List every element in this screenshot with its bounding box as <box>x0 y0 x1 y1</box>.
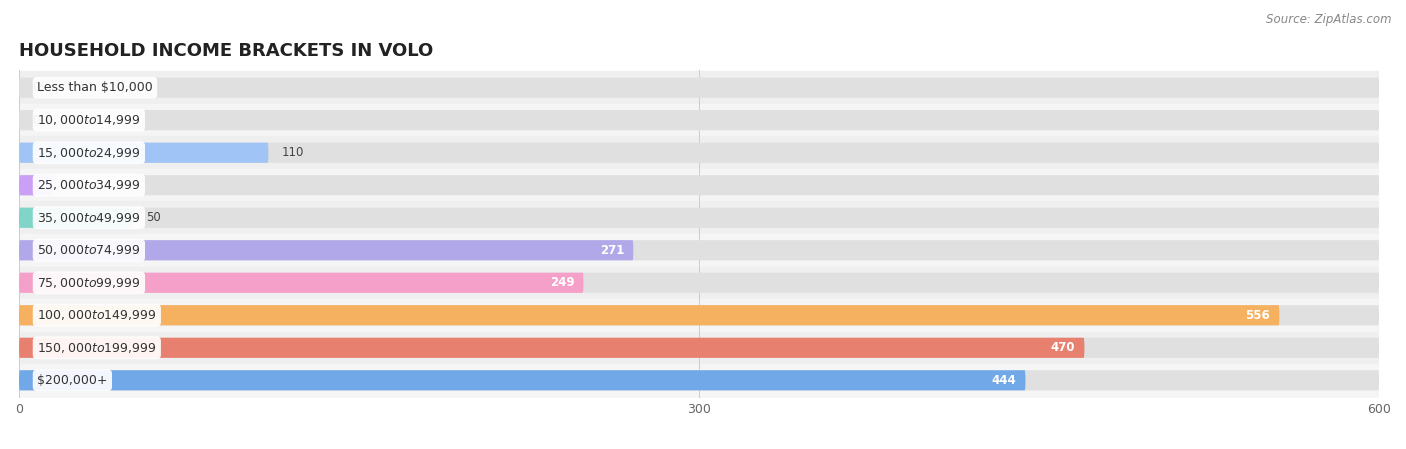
Text: 444: 444 <box>991 374 1017 387</box>
FancyBboxPatch shape <box>20 338 1084 358</box>
FancyBboxPatch shape <box>20 78 1379 98</box>
FancyBboxPatch shape <box>20 110 1379 130</box>
Text: 0: 0 <box>32 114 39 127</box>
Text: 15: 15 <box>66 179 82 192</box>
Text: 271: 271 <box>600 244 624 257</box>
Bar <box>20 267 1379 299</box>
Text: $100,000 to $149,999: $100,000 to $149,999 <box>37 308 156 322</box>
Text: $25,000 to $34,999: $25,000 to $34,999 <box>37 178 141 192</box>
Text: HOUSEHOLD INCOME BRACKETS IN VOLO: HOUSEHOLD INCOME BRACKETS IN VOLO <box>20 42 433 60</box>
FancyBboxPatch shape <box>20 338 1379 358</box>
FancyBboxPatch shape <box>20 175 1379 195</box>
FancyBboxPatch shape <box>20 208 132 228</box>
FancyBboxPatch shape <box>20 143 269 163</box>
Bar <box>20 331 1379 364</box>
Text: 50: 50 <box>146 211 160 224</box>
FancyBboxPatch shape <box>20 240 633 260</box>
FancyBboxPatch shape <box>20 175 53 195</box>
FancyBboxPatch shape <box>20 305 1379 326</box>
Text: Less than $10,000: Less than $10,000 <box>37 81 153 94</box>
Text: 556: 556 <box>1246 309 1270 322</box>
Text: 110: 110 <box>283 146 304 159</box>
Text: 470: 470 <box>1050 341 1076 354</box>
Text: $15,000 to $24,999: $15,000 to $24,999 <box>37 146 141 160</box>
FancyBboxPatch shape <box>20 305 1279 326</box>
FancyBboxPatch shape <box>20 273 1379 293</box>
FancyBboxPatch shape <box>20 370 1025 390</box>
Text: 249: 249 <box>550 276 575 289</box>
Bar <box>20 364 1379 396</box>
FancyBboxPatch shape <box>20 370 1379 390</box>
Text: $50,000 to $74,999: $50,000 to $74,999 <box>37 243 141 257</box>
Bar <box>20 136 1379 169</box>
Text: 0: 0 <box>32 81 39 94</box>
Bar <box>20 299 1379 331</box>
Bar <box>20 234 1379 267</box>
Text: $150,000 to $199,999: $150,000 to $199,999 <box>37 341 156 355</box>
FancyBboxPatch shape <box>20 143 1379 163</box>
Bar <box>20 71 1379 104</box>
Bar <box>20 169 1379 202</box>
Text: $75,000 to $99,999: $75,000 to $99,999 <box>37 276 141 290</box>
FancyBboxPatch shape <box>20 208 1379 228</box>
FancyBboxPatch shape <box>20 240 1379 260</box>
Text: $200,000+: $200,000+ <box>37 374 108 387</box>
Text: $10,000 to $14,999: $10,000 to $14,999 <box>37 113 141 127</box>
FancyBboxPatch shape <box>20 273 583 293</box>
Bar <box>20 104 1379 136</box>
Text: Source: ZipAtlas.com: Source: ZipAtlas.com <box>1267 13 1392 26</box>
Text: $35,000 to $49,999: $35,000 to $49,999 <box>37 211 141 225</box>
Bar <box>20 202 1379 234</box>
